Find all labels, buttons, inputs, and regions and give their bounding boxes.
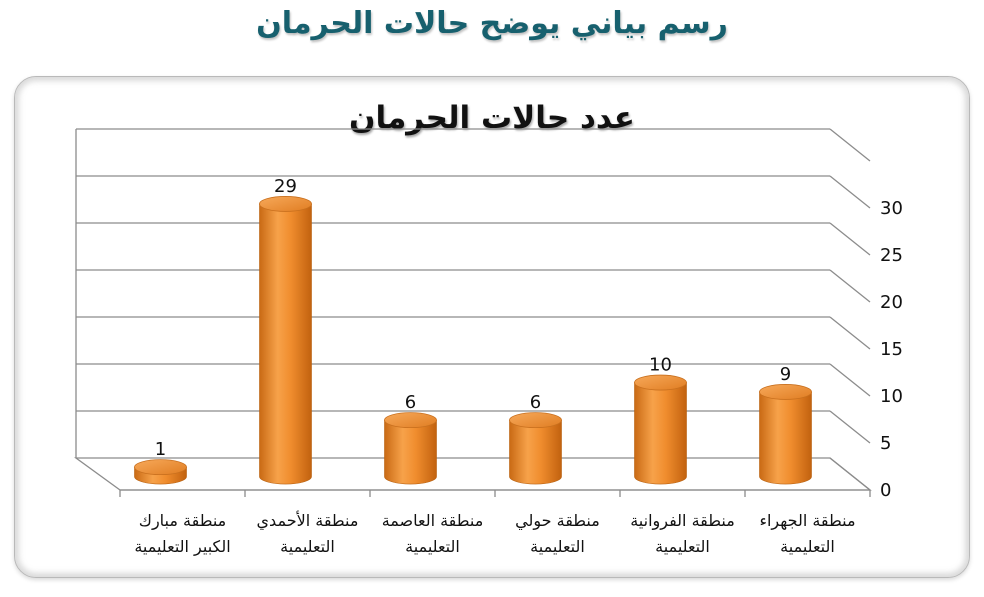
data-label: 6 — [405, 392, 416, 413]
bar-body — [509, 419, 562, 485]
bar-cap — [509, 412, 562, 429]
y-tick-label: 10 — [880, 386, 903, 407]
side-gridline — [829, 363, 871, 397]
gridlines — [74, 128, 872, 497]
bar — [134, 459, 187, 485]
bar-cap — [384, 412, 437, 429]
bar-body — [759, 391, 812, 485]
y-tick-label: 20 — [880, 292, 903, 313]
category-label: التعليمية — [280, 537, 335, 556]
y-tick-label: 0 — [880, 480, 891, 501]
data-label: 10 — [649, 355, 672, 376]
chart-panel — [14, 76, 970, 578]
side-gridline — [829, 269, 871, 303]
chart-title: عدد حالات الحرمان — [349, 100, 635, 136]
category-label: منطقة الأحمدي — [257, 510, 359, 531]
data-label: 29 — [274, 176, 297, 197]
data-label: 1 — [155, 439, 166, 460]
bar — [634, 374, 687, 485]
side-gridline — [829, 175, 871, 209]
data-label: 9 — [780, 364, 791, 385]
category-label: التعليمية — [405, 537, 460, 556]
bar — [384, 412, 437, 485]
bar-cap — [759, 384, 812, 400]
y-tick-label: 25 — [880, 245, 903, 266]
category-label: التعليمية — [655, 537, 710, 556]
labels: 0 5 10 15 20 25 30 1 منطقة مبارك الكبير التعليمية… — [134, 176, 903, 557]
bar-body — [259, 203, 312, 485]
category-label: منطقة العاصمة — [382, 511, 484, 530]
bar-body — [634, 382, 687, 485]
category-label: الكبير التعليمية — [134, 537, 230, 557]
bars — [134, 196, 812, 485]
chart-floor — [74, 457, 872, 491]
side-gridline — [829, 316, 871, 350]
side-gridline — [829, 410, 871, 444]
side-gridline — [829, 128, 871, 162]
bar-cap — [634, 374, 687, 391]
category-label: منطقة مبارك — [139, 511, 226, 531]
y-tick-label: 15 — [880, 339, 903, 360]
category-label: منطقة الفروانية — [630, 511, 735, 531]
bar — [759, 384, 812, 485]
bar-body — [384, 419, 437, 485]
y-tick-label: 5 — [880, 433, 891, 454]
category-label: التعليمية — [530, 537, 585, 556]
bar — [259, 196, 312, 485]
category-label: التعليمية — [780, 537, 835, 556]
page-title: رسم بياني يوضح حالات الحرمان — [256, 6, 728, 41]
bar — [509, 412, 562, 485]
y-tick-label: 30 — [880, 198, 903, 219]
category-label: منطقة حولي — [515, 511, 600, 531]
side-gridline — [829, 457, 871, 491]
category-label: منطقة الجهراء — [759, 511, 855, 531]
side-gridline — [829, 222, 871, 256]
bar-cap — [134, 459, 187, 476]
data-label: 6 — [530, 392, 541, 413]
bar-cap — [259, 196, 312, 212]
